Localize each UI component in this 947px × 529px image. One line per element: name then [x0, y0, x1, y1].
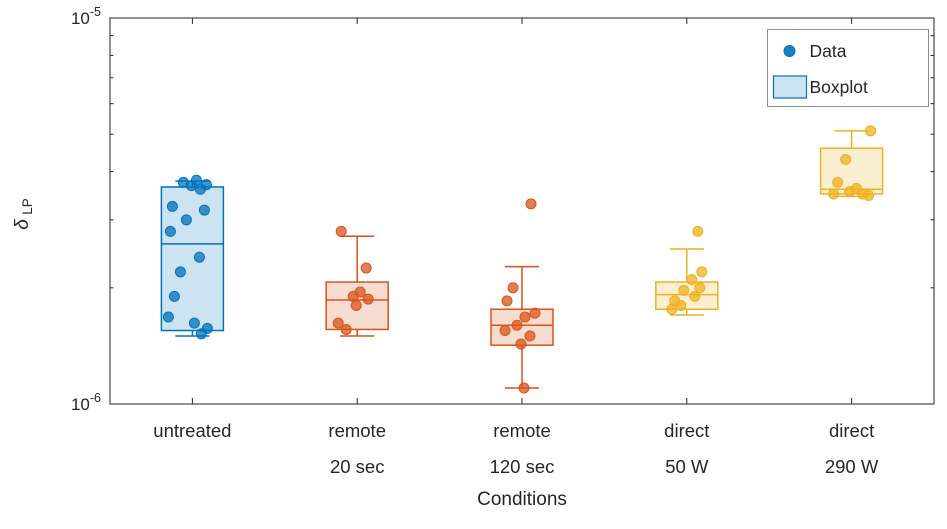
x-tick-label: 50 W — [665, 456, 709, 477]
data-point — [332, 317, 344, 329]
legend-item-label: Boxplot — [810, 77, 869, 97]
x-tick-label: 120 sec — [490, 456, 555, 477]
scatter-remote-120sec — [499, 198, 541, 394]
data-point — [840, 153, 852, 165]
x-axis-label: Conditions — [477, 489, 567, 510]
data-point — [180, 214, 192, 226]
data-point — [507, 282, 519, 294]
data-point — [164, 225, 176, 237]
plot-layer: 10-6 10-5 untreated remote 20 sec remote 120 s… — [71, 5, 935, 477]
scatter-untreated — [162, 174, 213, 340]
legend: Data Boxplot — [767, 29, 929, 107]
data-point — [694, 282, 706, 294]
data-point — [362, 293, 374, 305]
data-point — [198, 204, 210, 216]
data-point — [518, 382, 530, 394]
x-tick-label: 20 sec — [330, 456, 385, 477]
x-tick-label: 290 W — [825, 456, 879, 477]
data-point — [188, 317, 200, 329]
axes: 10-6 10-5 untreated remote 20 sec remote 120 s… — [71, 5, 935, 477]
y-axis-label-symbol: δ — [12, 219, 33, 230]
data-point — [511, 319, 523, 331]
data-point — [689, 290, 701, 302]
y-axis-label-subscript: LP — [20, 198, 35, 215]
data-point — [194, 183, 206, 195]
y-axis-label: δ LP — [12, 198, 35, 230]
data-point — [692, 225, 704, 237]
data-point — [501, 295, 513, 307]
data-point — [168, 290, 180, 302]
legend-box-swatch — [772, 75, 808, 99]
data-point — [529, 307, 541, 319]
y-tick-label: 10-5 — [71, 5, 101, 28]
data-point — [519, 311, 531, 323]
data-point — [696, 266, 708, 278]
data-point — [350, 299, 362, 311]
data-point — [162, 311, 174, 323]
legend-item-label: Data — [810, 41, 847, 61]
data-point — [499, 325, 511, 337]
legend-marker-swatch — [783, 45, 796, 57]
data-point — [525, 198, 537, 210]
data-point — [524, 330, 536, 342]
legend-box — [767, 29, 929, 107]
x-tick-label: remote — [328, 420, 386, 441]
x-tick-label: direct — [664, 420, 709, 441]
data-point — [666, 303, 678, 315]
data-point — [195, 328, 207, 340]
data-point — [347, 290, 359, 302]
data-point — [340, 323, 352, 335]
x-tick-label: remote — [493, 420, 551, 441]
data-point — [678, 284, 690, 296]
data-point — [832, 176, 844, 188]
data-point — [675, 299, 687, 311]
data-point — [174, 266, 186, 278]
data-point — [828, 188, 840, 200]
x-tick-label: direct — [829, 420, 874, 441]
data-point — [686, 274, 698, 286]
boxplot-direct-50W — [655, 248, 719, 316]
y-tick-label: 10-6 — [71, 391, 101, 414]
data-point — [515, 338, 527, 350]
scatter-direct-290W — [828, 125, 877, 201]
data-point — [335, 225, 347, 237]
scatter-direct-50W — [666, 225, 708, 315]
data-point — [844, 186, 856, 198]
x-tick-label: untreated — [153, 420, 231, 441]
scatter-remote-20sec — [332, 225, 374, 335]
data-point — [166, 200, 178, 212]
data-point — [193, 251, 205, 263]
data-point — [865, 125, 877, 137]
data-point — [863, 189, 875, 201]
data-point — [185, 180, 197, 192]
data-point — [360, 262, 372, 274]
